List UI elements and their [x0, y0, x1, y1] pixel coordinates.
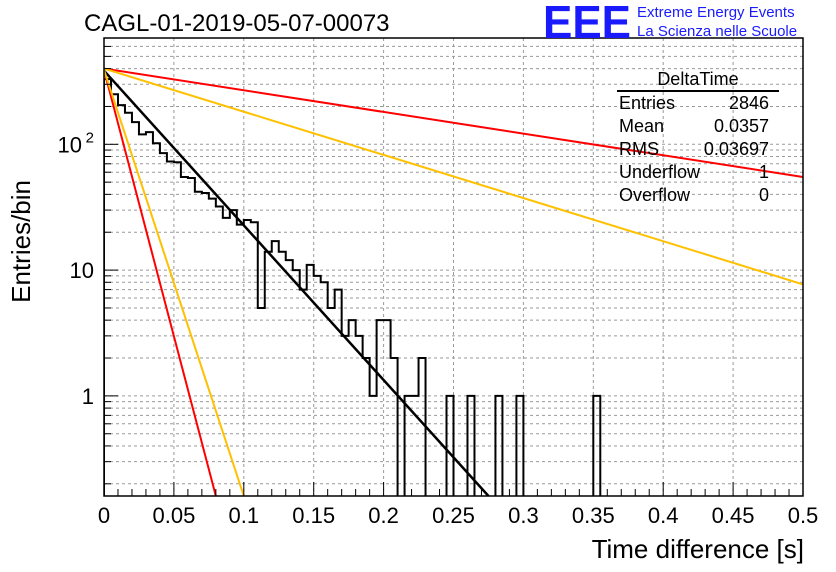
x-tick-label: 0.1: [229, 503, 260, 528]
x-axis-title: Time difference [s]: [591, 534, 804, 564]
stats-row-overflow: Overflow 0: [611, 184, 779, 207]
logo-line-1: Extreme Energy Events: [637, 4, 795, 21]
y-tick-label: 10: [70, 258, 94, 283]
stats-label: RMS: [619, 139, 659, 159]
x-tick-label: 0: [98, 503, 110, 528]
stats-value: 1: [758, 162, 769, 182]
x-tick-label: 0.15: [292, 503, 335, 528]
x-tick-label: 0.25: [432, 503, 475, 528]
series-line-1: [104, 69, 490, 496]
series-line-5: [104, 69, 245, 496]
stats-box: DeltaTime Entries 2846 Mean 0.0357 RMS 0…: [611, 68, 779, 207]
histogram-deltatime: [104, 78, 602, 496]
stats-row-underflow: Underflow 1: [611, 161, 779, 184]
eee-logo-mark: EEE: [543, 2, 631, 42]
stats-value: 0: [758, 185, 769, 205]
x-tick-label: 0.05: [152, 503, 195, 528]
stats-value: 2846: [728, 93, 769, 113]
y-tick-label: 10: [58, 132, 82, 157]
stats-row-rms: RMS 0.03697: [611, 138, 779, 161]
y-axis-title: Entries/bin: [6, 180, 36, 303]
stats-row-entries: Entries 2846: [611, 92, 779, 115]
series-line-4: [104, 69, 217, 496]
stats-label: Underflow: [619, 162, 701, 182]
eee-logo: EEE: [543, 2, 631, 42]
x-tick-label: 0.35: [572, 503, 615, 528]
stats-value: 0.03697: [703, 139, 769, 159]
logo-line-2: La Scienza nelle Scuole: [637, 23, 798, 40]
x-tick-label: 0.45: [712, 503, 755, 528]
stats-label: Overflow: [619, 185, 691, 205]
x-tick-label: 0.3: [508, 503, 539, 528]
stats-label: Entries: [619, 93, 676, 113]
x-tick-label: 0.4: [648, 503, 679, 528]
series-line-2: [104, 67, 803, 178]
series-line-3: [104, 67, 803, 286]
x-tick-label: 0.5: [788, 503, 819, 528]
stats-row-mean: Mean 0.0357: [611, 115, 779, 138]
x-tick-label: 0.2: [368, 503, 399, 528]
stats-label: Mean: [619, 116, 665, 136]
stats-value: 0.0357: [713, 116, 769, 136]
y-tick-exponent: 2: [86, 129, 94, 146]
y-tick-label: 1: [82, 384, 94, 409]
stats-title: DeltaTime: [617, 68, 779, 92]
chart-title: CAGL-01-2019-05-07-00073: [84, 10, 390, 37]
